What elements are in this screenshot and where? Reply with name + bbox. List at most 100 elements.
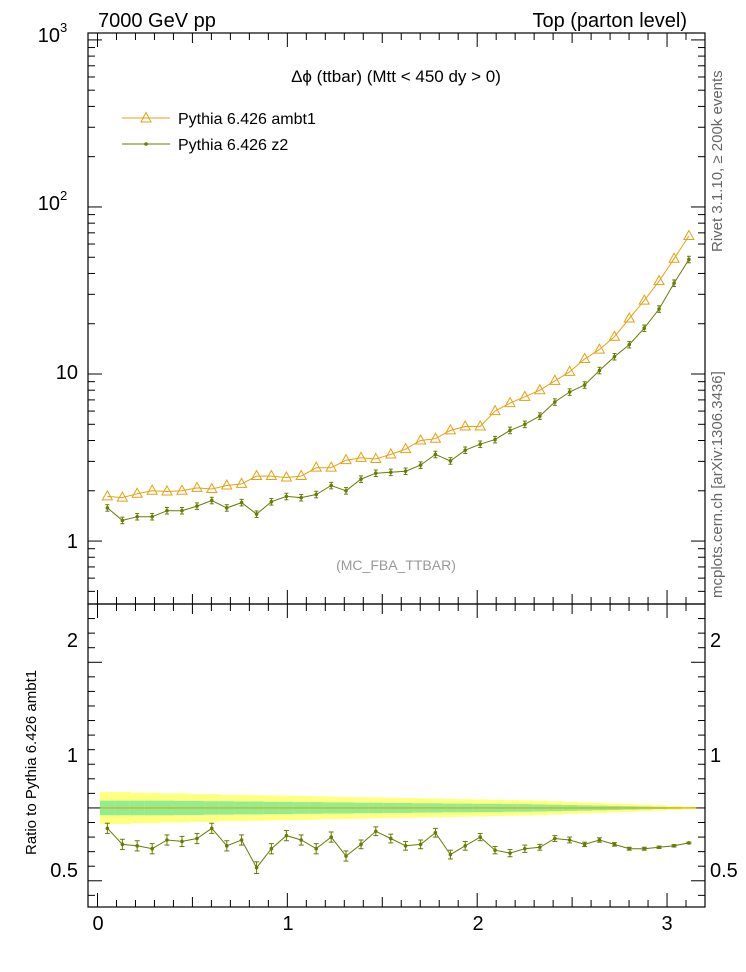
data-point-z2 xyxy=(165,508,169,513)
data-point-ambt1 xyxy=(459,419,472,431)
data-point-ambt1 xyxy=(250,469,263,481)
ratio-point-z2 xyxy=(687,841,691,845)
data-point-ambt1 xyxy=(325,461,338,472)
main-axis-ticks xyxy=(88,33,705,604)
main-y-tick-labels: 1 10 10 2 10 3 xyxy=(38,20,78,553)
data-point-ambt1 xyxy=(355,451,367,462)
mcplots-label: mcplots.cern.ch [arXiv:1306.3436] xyxy=(709,371,726,598)
data-point-z2 xyxy=(254,512,259,516)
data-point-ambt1 xyxy=(131,487,144,498)
data-point-z2 xyxy=(493,437,497,442)
data-point-ambt1 xyxy=(608,330,621,341)
data-point-z2 xyxy=(359,477,363,481)
data-point-z2 xyxy=(374,471,378,475)
x-tick-label-0: 0 xyxy=(92,913,103,935)
data-point-z2 xyxy=(433,452,438,457)
x-tick-label-3: 3 xyxy=(661,913,672,935)
data-point-ambt1 xyxy=(474,419,487,431)
data-point-z2 xyxy=(523,422,527,427)
ratio-y-tick-label-2: 2 xyxy=(67,630,78,652)
svg-text:2: 2 xyxy=(60,188,67,203)
data-point-ambt1 xyxy=(161,484,173,496)
ratio-point-z2 xyxy=(657,845,661,850)
data-point-z2 xyxy=(239,500,244,505)
ratio-point-z2 xyxy=(165,838,169,842)
series-line-ambt1 xyxy=(107,235,690,499)
data-point-z2 xyxy=(553,400,557,404)
rivet-version-label: Rivet 3.1.10, ≥ 200k events xyxy=(709,70,726,252)
data-point-z2 xyxy=(105,506,110,510)
data-point-z2 xyxy=(657,307,661,311)
ratio-point-z2 xyxy=(672,844,676,848)
data-point-ambt1 xyxy=(623,311,636,323)
data-point-z2 xyxy=(448,459,453,463)
ratio-point-z2 xyxy=(374,829,378,834)
data-point-z2 xyxy=(389,470,393,475)
data-point-z2 xyxy=(597,368,602,373)
ratio-y-tick-label-0.5: 0.5 xyxy=(50,860,78,882)
legend: Pythia 6.426 ambt1 Pythia 6.426 z2 xyxy=(122,111,316,154)
ratio-right-tick-label-1: 1 xyxy=(710,745,721,767)
data-point-z2 xyxy=(463,448,468,452)
data-point-ambt1 xyxy=(489,404,501,416)
ratio-y-tick-label-1: 1 xyxy=(67,745,78,767)
ratio-point-z2 xyxy=(553,836,557,841)
legend-marker-ambt1 xyxy=(140,111,152,123)
plot-title: Δϕ (ttbar) (Mtt < 450 dy > 0) xyxy=(291,67,501,86)
data-point-z2 xyxy=(224,506,229,510)
y-tick-label-1: 1 xyxy=(67,531,78,553)
data-point-z2 xyxy=(418,463,423,467)
data-point-z2 xyxy=(403,469,408,473)
ratio-point-z2 xyxy=(359,842,363,847)
data-point-z2 xyxy=(329,483,333,488)
data-point-z2 xyxy=(642,326,647,331)
header-energy-label: 7000 GeV pp xyxy=(98,10,216,32)
legend-entry-z2: Pythia 6.426 z2 xyxy=(122,137,288,154)
data-point-ambt1 xyxy=(340,453,352,465)
ratio-y-axis-label: Ratio to Pythia 6.426 ambt1 xyxy=(23,670,40,855)
data-point-z2 xyxy=(299,495,303,500)
data-point-ambt1 xyxy=(668,252,680,263)
data-point-ambt1 xyxy=(265,469,278,481)
data-point-z2 xyxy=(180,508,184,513)
data-point-ambt1 xyxy=(518,390,531,401)
data-point-ambt1 xyxy=(235,477,248,488)
ratio-point-z2 xyxy=(448,852,453,857)
ratio-plot-panel: 0.5 1 2 0.5 1 2 Ratio to Pythia 6.426 am… xyxy=(23,603,738,935)
ratio-point-z2 xyxy=(478,835,483,839)
ratio-point-z2 xyxy=(567,838,572,842)
data-point-ambt1 xyxy=(593,343,606,354)
data-point-z2 xyxy=(150,514,154,519)
ratio-point-z2 xyxy=(403,844,408,848)
data-point-ambt1 xyxy=(533,383,546,395)
ratio-point-z2 xyxy=(314,846,318,851)
data-point-z2 xyxy=(195,504,199,508)
data-point-ambt1 xyxy=(504,396,516,408)
data-point-ambt1 xyxy=(638,294,651,305)
ratio-series xyxy=(99,807,697,874)
legend-entry-ambt1: Pythia 6.426 ambt1 xyxy=(122,111,316,128)
data-point-ambt1 xyxy=(369,452,382,463)
legend-label-z2: Pythia 6.426 z2 xyxy=(178,137,288,154)
x-tick-label-1: 1 xyxy=(282,913,293,935)
ratio-point-z2 xyxy=(195,836,199,841)
data-point-ambt1 xyxy=(146,484,159,495)
data-point-z2 xyxy=(508,428,512,433)
data-point-ambt1 xyxy=(116,491,129,502)
data-point-z2 xyxy=(582,383,587,387)
ratio-axis-ticks xyxy=(88,604,705,907)
ratio-point-z2 xyxy=(538,845,542,850)
ratio-point-z2 xyxy=(269,846,274,851)
data-point-ambt1 xyxy=(176,484,188,495)
data-point-ambt1 xyxy=(653,274,665,286)
data-point-z2 xyxy=(120,518,125,523)
series-line-z2 xyxy=(107,259,690,521)
svg-text:10: 10 xyxy=(38,193,60,215)
data-point-ambt1 xyxy=(205,482,218,493)
header-process-label: Top (parton level) xyxy=(532,10,687,32)
ratio-point-z2 xyxy=(105,826,110,831)
ratio-point-z2 xyxy=(523,846,527,851)
ratio-point-z2 xyxy=(508,851,512,855)
legend-label-ambt1: Pythia 6.426 ambt1 xyxy=(178,111,316,128)
data-point-z2 xyxy=(284,494,289,499)
